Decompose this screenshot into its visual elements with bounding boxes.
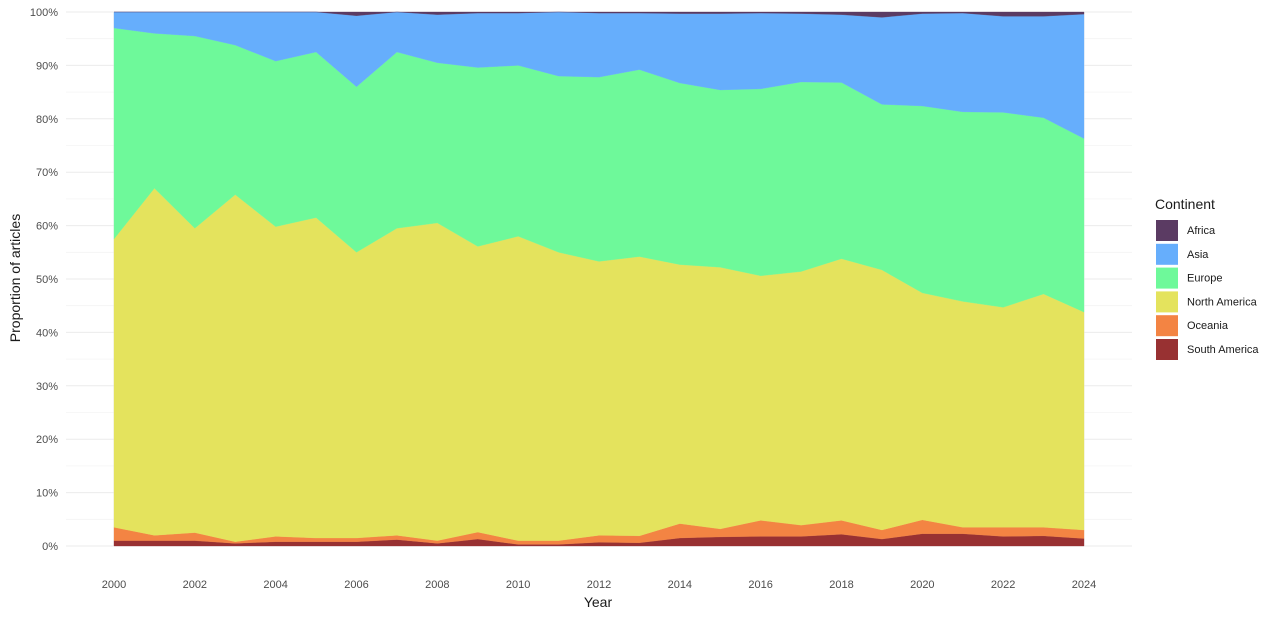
y-tick-label: 80% [36,114,58,126]
legend-title: Continent [1155,196,1215,212]
legend-label: Asia [1187,249,1209,261]
x-tick-label: 2008 [425,579,449,591]
x-tick-label: 2018 [829,579,853,591]
y-tick-label: 10% [36,488,58,500]
legend-item-africa: Africa [1156,220,1216,241]
legend-swatch [1156,267,1178,289]
y-tick-label: 20% [36,434,58,446]
legend-items: Africa Asia Europe North America Oceania Sout… [1156,220,1259,360]
legend-item-asia: Asia [1156,243,1209,265]
legend: Continent Africa Asia Europe North America O… [1155,196,1259,360]
x-tick-label: 2006 [344,579,368,591]
x-tick-label: 2022 [991,579,1015,591]
x-tick-label: 2020 [910,579,934,591]
y-tick-label: 70% [36,167,58,179]
legend-item-north-america: North America [1156,291,1258,313]
legend-label: Africa [1187,225,1216,237]
legend-swatch [1156,220,1178,241]
legend-swatch [1156,291,1178,313]
y-axis-ticks: 0% 10% 20% 30% 40% 50% 60% 70% 80% 90% 100% [30,7,58,553]
x-tick-label: 2002 [183,579,207,591]
x-tick-label: 2014 [668,579,692,591]
y-tick-label: 40% [36,327,58,339]
x-tick-label: 2004 [263,579,287,591]
area-series-layer [113,11,1085,547]
legend-item-oceania: Oceania [1156,315,1229,337]
legend-label: Europe [1187,273,1222,285]
x-axis-title: Year [584,594,613,610]
y-tick-label: 30% [36,381,58,393]
legend-item-south-america: South America [1156,339,1259,360]
y-tick-label: 100% [30,7,58,19]
x-tick-label: 2000 [102,579,126,591]
legend-swatch [1156,243,1178,265]
x-tick-label: 2016 [748,579,772,591]
x-tick-label: 2024 [1072,579,1096,591]
legend-label: South America [1187,344,1259,356]
y-tick-label: 90% [36,60,58,72]
x-tick-label: 2010 [506,579,530,591]
y-tick-label: 0% [42,541,58,553]
x-axis-ticks: 2000 2002 2004 2006 2008 2010 2012 2014 2016 2018… [102,579,1096,591]
y-axis-title: Proportion of articles [7,214,23,342]
legend-swatch [1156,339,1178,360]
legend-item-europe: Europe [1156,267,1222,289]
legend-label: Oceania [1187,320,1229,332]
legend-label: North America [1187,296,1258,308]
y-tick-label: 60% [36,221,58,233]
legend-swatch [1156,315,1178,337]
area-africa [114,11,1085,18]
x-tick-label: 2012 [587,579,611,591]
y-tick-label: 50% [36,274,58,286]
